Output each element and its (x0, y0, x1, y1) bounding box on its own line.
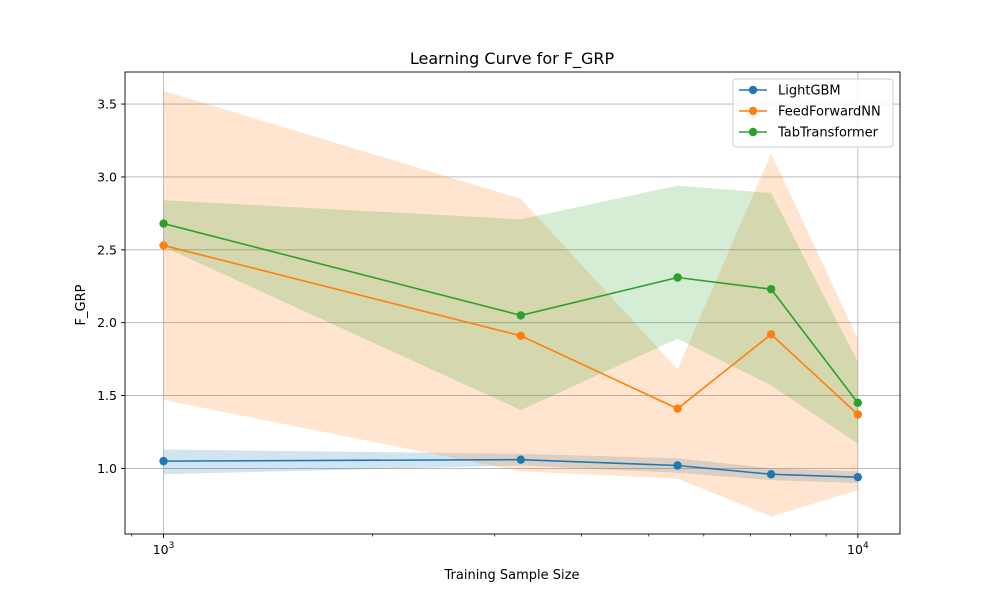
plot-area (125, 72, 900, 534)
legend-marker-1 (748, 106, 758, 116)
data-point-0-4 (853, 472, 863, 482)
y-tick-label: 1.0 (97, 461, 117, 476)
y-tick-label: 2.0 (97, 315, 117, 330)
data-point-1-1 (516, 331, 526, 340)
legend-marker-0 (748, 85, 758, 95)
y-tick-label: 2.5 (97, 242, 117, 257)
data-point-0-3 (766, 470, 776, 479)
confidence-band-0 (163, 449, 858, 483)
legend-label-2: TabTransformer (777, 126, 879, 141)
y-tick-label: 3.0 (97, 169, 117, 184)
data-point-2-0 (159, 219, 168, 228)
data-point-1-4 (853, 410, 863, 419)
data-point-2-3 (766, 284, 776, 294)
confidence-band-1 (163, 90, 858, 517)
data-point-2-2 (673, 273, 682, 282)
legend: LightGBM FeedForwardNN TabTransformer (732, 78, 894, 148)
y-axis-label: F_GRP (74, 284, 89, 325)
y-tick-label: 1.5 (97, 388, 117, 403)
confidence-band-2 (163, 185, 858, 444)
data-point-1-3 (766, 330, 776, 339)
data-point-1-2 (673, 404, 682, 413)
axes-frame (124, 71, 901, 535)
legend-marker-2 (748, 127, 758, 137)
chart-title: Learning Curve for F_GRP (410, 49, 615, 69)
data-point-1-0 (159, 241, 168, 250)
data-point-0-0 (159, 456, 168, 466)
data-point-2-1 (516, 311, 526, 320)
legend-label-0: LightGBM (778, 84, 841, 99)
data-point-0-2 (673, 461, 682, 470)
data-point-0-1 (516, 455, 526, 464)
x-tick-label: 104 (847, 541, 869, 557)
x-axis-label: Training Sample Size (444, 568, 580, 583)
legend-box (732, 78, 894, 148)
legend-label-1: FeedForwardNN (778, 105, 881, 120)
data-point-2-4 (853, 398, 863, 408)
x-tick-label: 103 (153, 541, 175, 557)
y-tick-label: 3.5 (97, 97, 117, 112)
